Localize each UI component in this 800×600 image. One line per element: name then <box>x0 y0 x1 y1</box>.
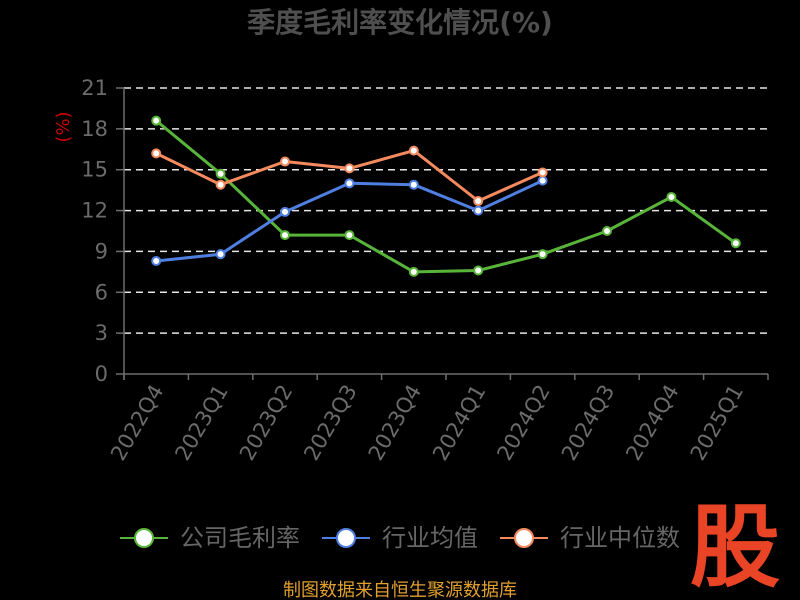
y-tick-label: 9 <box>95 239 108 263</box>
industry-median-point <box>215 179 226 190</box>
x-tick-label: 2024Q4 <box>621 381 683 465</box>
x-tick-label: 2025Q1 <box>686 381 748 465</box>
axes <box>116 87 769 380</box>
legend-item-industry-mean[interactable]: 行业均值 <box>322 523 478 553</box>
legend-label: 公司毛利率 <box>180 524 300 552</box>
y-tick-labels: 0 3 6 9 12 15 18 21 <box>81 76 108 386</box>
industry-median-line <box>154 149 545 203</box>
source-note: 制图数据来自恒生聚源数据库 <box>283 580 517 600</box>
company-gross-margin-point <box>408 266 419 277</box>
legend-marker-dot <box>134 528 154 548</box>
legend-label: 行业均值 <box>382 524 478 552</box>
gridlines <box>124 87 768 334</box>
company-gross-margin-line <box>154 119 738 274</box>
industry-median-point <box>344 163 355 174</box>
legend-marker-icon <box>120 528 168 548</box>
legend-label: 行业中位数 <box>560 524 680 552</box>
x-tick-label: 2023Q4 <box>364 381 426 465</box>
industry-mean-point <box>280 206 290 217</box>
chart-title: 季度毛利率变化情况(%) <box>247 6 553 39</box>
y-tick-label: 12 <box>81 199 108 223</box>
company-gross-margin-point <box>344 230 355 241</box>
legend-marker-icon <box>322 528 370 548</box>
y-tick-label: 15 <box>81 158 108 182</box>
industry-median-point <box>408 145 419 156</box>
company-gross-margin-point <box>215 168 226 179</box>
x-tick-label: 2024Q3 <box>557 381 619 465</box>
industry-mean-point <box>473 205 484 216</box>
legend-marker-icon <box>500 528 548 548</box>
x-tick-label: 2023Q2 <box>235 381 297 465</box>
logo-glyph: 股 <box>690 495 780 600</box>
legend-item-company-gross-margin[interactable]: 公司毛利率 <box>120 523 300 553</box>
industry-mean-point <box>537 175 548 186</box>
company-gross-margin-series <box>151 115 741 277</box>
industry-median-point <box>151 148 162 159</box>
legend-marker-dot <box>336 528 356 548</box>
y-tick-label: 3 <box>95 321 108 345</box>
industry-mean-line <box>154 179 545 263</box>
legend-marker-dot <box>514 528 534 548</box>
industry-mean-point <box>344 178 355 189</box>
industry-mean-point <box>408 179 419 190</box>
company-gross-margin-point <box>473 265 484 276</box>
y-tick-label: 6 <box>95 280 108 304</box>
x-tick-labels: 2022Q4 2023Q1 2023Q2 2023Q3 2023Q4 2024Q1 2024… <box>106 381 748 465</box>
company-gross-margin-point <box>151 115 162 126</box>
industry-median-series <box>151 145 548 207</box>
x-tick-label: 2023Q3 <box>299 381 361 465</box>
industry-median-point <box>473 196 484 207</box>
series-group <box>151 115 741 277</box>
y-axis-label: (%) <box>53 111 74 142</box>
x-tick-label: 2022Q4 <box>106 381 168 465</box>
x-tick-label: 2023Q1 <box>170 381 232 465</box>
company-gross-margin-point <box>602 226 612 236</box>
company-gross-margin-point <box>730 238 741 249</box>
legend: 公司毛利率 行业均值 行业中位数 <box>0 522 800 554</box>
y-tick-label: 21 <box>81 76 108 100</box>
industry-mean-point <box>151 255 162 266</box>
industry-median-point <box>537 167 548 178</box>
company-gross-margin-point <box>537 249 548 260</box>
x-tick-label: 2024Q1 <box>428 381 490 465</box>
industry-median-point <box>280 156 290 167</box>
y-tick-label: 0 <box>95 362 108 386</box>
industry-mean-series <box>151 175 548 266</box>
industry-mean-point <box>215 249 226 260</box>
company-gross-margin-point <box>280 230 290 241</box>
y-tick-label: 18 <box>81 117 108 141</box>
x-tick-label: 2024Q2 <box>492 381 554 465</box>
legend-item-industry-median[interactable]: 行业中位数 <box>500 523 680 553</box>
company-gross-margin-point <box>666 191 677 202</box>
